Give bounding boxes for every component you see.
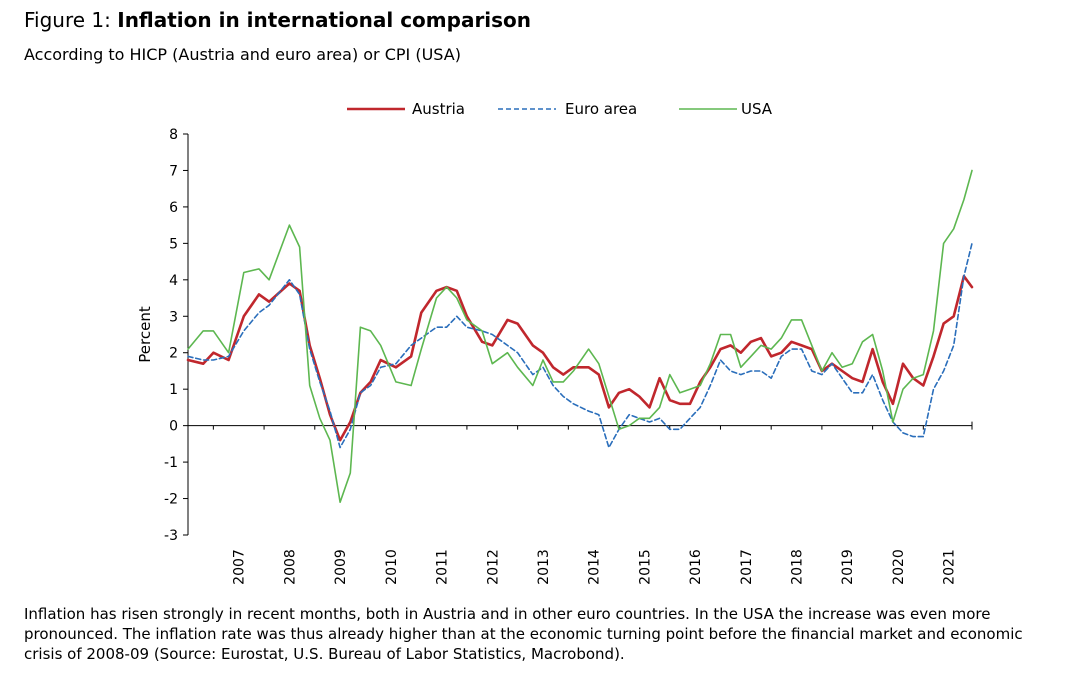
figure-title-prefix: Figure 1: (24, 8, 118, 32)
y-tick-label: 7 (169, 163, 178, 179)
x-tick-label: 2019 (840, 549, 856, 585)
x-tick-label: 2015 (637, 549, 653, 585)
inflation-line-chart: -3 -2 -1 0 1 2 3 4 5 6 7 8 2007 2008 2009 2010 2011 2012 2… (136, 100, 974, 585)
y-tick-label: 5 (169, 236, 178, 252)
series-line-austria (186, 274, 974, 442)
series-line-euro-area (187, 242, 973, 449)
x-tick-label: 2014 (587, 549, 603, 585)
y-tick-label: 8 (169, 127, 178, 143)
y-tick-label: 2 (169, 346, 178, 362)
y-axis-label: Percent (136, 306, 154, 363)
legend-label: Austria (412, 100, 465, 118)
y-tick-label: 6 (169, 200, 178, 216)
y-tick-label: 1 (169, 382, 178, 398)
y-tick-label: 3 (169, 309, 178, 325)
figure-caption: Inflation has risen strongly in recent m… (24, 605, 1023, 663)
x-tick-label: 2012 (485, 549, 501, 585)
x-tick-label: 2007 (232, 549, 248, 585)
x-tick-label: 2017 (739, 549, 755, 585)
figure-title-main: Inflation in international comparison (117, 8, 532, 32)
x-tick-label: 2009 (333, 549, 349, 585)
x-tick-label: 2018 (790, 549, 806, 585)
series-line-usa (187, 169, 973, 503)
x-tick-label: 2016 (688, 549, 704, 585)
y-tick-label: -3 (164, 528, 178, 544)
x-tick-label: 2013 (536, 549, 552, 585)
x-tick-label: 2020 (891, 549, 907, 585)
legend-label: USA (741, 100, 773, 118)
y-tick-label: 4 (169, 273, 178, 289)
figure-title: Figure 1: Inflation in international com… (24, 8, 531, 32)
legend-label: Euro area (565, 100, 637, 118)
x-tick-label: 2008 (282, 549, 298, 585)
y-tick-label: 0 (169, 419, 178, 435)
figure-subtitle: According to HICP (Austria and euro area… (24, 45, 461, 64)
x-tick-label: 2021 (942, 549, 958, 585)
x-tick-label: 2011 (435, 549, 451, 585)
y-tick-label: -2 (164, 492, 178, 508)
y-tick-label: -1 (164, 455, 178, 471)
x-tick-label: 2010 (384, 549, 400, 585)
